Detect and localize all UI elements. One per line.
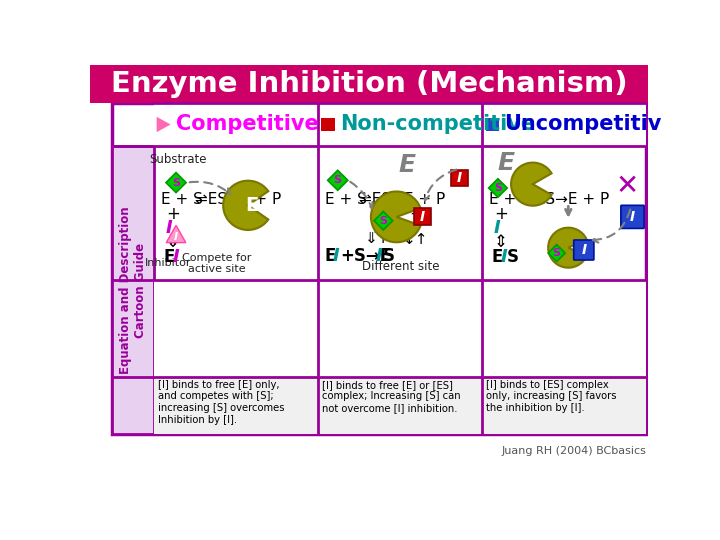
Text: S: S <box>494 183 502 193</box>
Polygon shape <box>157 117 171 132</box>
Text: +: + <box>409 205 423 223</box>
Text: I: I <box>166 219 173 237</box>
Text: I: I <box>172 248 179 266</box>
Text: I: I <box>494 219 501 237</box>
Text: I: I <box>500 248 507 266</box>
Text: E: E <box>246 196 258 215</box>
Wedge shape <box>548 228 587 268</box>
Text: ⇌ES→E + P: ⇌ES→E + P <box>359 192 445 207</box>
FancyBboxPatch shape <box>451 170 468 186</box>
Text: I: I <box>333 247 340 265</box>
Text: Juang RH (2004) BCbasics: Juang RH (2004) BCbasics <box>502 447 647 456</box>
Text: E + S: E + S <box>325 192 366 207</box>
Polygon shape <box>489 179 507 197</box>
Text: [I] binds to [ES] complex
only, increasing [S] favors
the inhibition by [I].: [I] binds to [ES] complex only, increasi… <box>486 380 617 413</box>
Text: Substrate: Substrate <box>149 153 207 166</box>
FancyBboxPatch shape <box>112 103 647 434</box>
FancyBboxPatch shape <box>321 118 335 131</box>
Text: +: + <box>370 205 384 223</box>
FancyBboxPatch shape <box>154 103 647 146</box>
Text: S: S <box>507 248 519 266</box>
Text: Non-competitive: Non-competitive <box>340 114 535 134</box>
Text: E + S: E + S <box>161 192 202 207</box>
Text: ⇓↑: ⇓↑ <box>364 232 390 247</box>
Text: Uncompetitiv: Uncompetitiv <box>504 114 662 134</box>
Text: [I] binds to free [E] only,
and competes with [S];
increasing [S] overcomes
Inhi: [I] binds to free [E] only, and competes… <box>158 380 284 424</box>
Text: E: E <box>325 247 336 265</box>
FancyBboxPatch shape <box>154 280 318 377</box>
Text: [I] binds to free [E] or [ES]
complex; Increasing [S] can
not overcome [I] inhib: [I] binds to free [E] or [ES] complex; I… <box>323 380 461 413</box>
Text: I: I <box>376 247 382 265</box>
FancyBboxPatch shape <box>482 280 647 377</box>
FancyBboxPatch shape <box>413 208 431 225</box>
Text: S: S <box>379 215 387 226</box>
FancyBboxPatch shape <box>318 377 482 434</box>
Text: S: S <box>383 247 395 265</box>
Text: ⇕: ⇕ <box>165 233 179 251</box>
FancyBboxPatch shape <box>154 377 318 434</box>
Text: E: E <box>398 153 415 177</box>
Text: I: I <box>456 171 462 185</box>
Text: +S→E: +S→E <box>340 247 391 265</box>
Text: S: S <box>334 176 342 185</box>
Wedge shape <box>511 163 552 206</box>
Text: ⇌ES→E + P: ⇌ES→E + P <box>523 192 609 207</box>
Text: I: I <box>420 210 425 224</box>
FancyBboxPatch shape <box>574 240 594 260</box>
Text: Different site: Different site <box>361 260 439 273</box>
Text: ✕: ✕ <box>616 172 639 200</box>
Polygon shape <box>374 212 392 230</box>
Text: Competitive: Competitive <box>176 114 319 134</box>
Polygon shape <box>166 173 186 193</box>
Polygon shape <box>166 225 186 242</box>
Text: E: E <box>163 248 175 266</box>
Text: ⇕: ⇕ <box>493 233 507 251</box>
Text: +: + <box>166 205 180 223</box>
Text: Enzyme Inhibition (Mechanism): Enzyme Inhibition (Mechanism) <box>111 70 627 98</box>
Text: I: I <box>630 210 635 224</box>
Text: ↓↑: ↓↑ <box>403 232 428 247</box>
FancyBboxPatch shape <box>90 65 648 103</box>
Text: E + S: E + S <box>489 192 531 207</box>
Wedge shape <box>223 181 269 230</box>
FancyBboxPatch shape <box>482 377 647 434</box>
FancyBboxPatch shape <box>112 146 154 434</box>
Polygon shape <box>548 245 565 261</box>
Text: I: I <box>374 219 380 237</box>
Text: +: + <box>494 205 508 223</box>
Text: S: S <box>553 248 561 258</box>
Text: I: I <box>174 232 178 242</box>
FancyBboxPatch shape <box>318 280 482 377</box>
Text: Compete for
active site: Compete for active site <box>181 253 251 274</box>
Wedge shape <box>371 192 420 242</box>
Text: E: E <box>492 248 503 266</box>
Text: ⇌ES→E + P: ⇌ES→E + P <box>194 192 281 207</box>
Text: Inhibitor: Inhibitor <box>145 259 192 268</box>
Text: Equation and Description
Cartoon Guide: Equation and Description Cartoon Guide <box>119 206 147 374</box>
Polygon shape <box>328 170 348 190</box>
Text: I: I <box>581 243 586 257</box>
Text: I: I <box>413 219 419 237</box>
FancyBboxPatch shape <box>621 205 644 228</box>
Text: E: E <box>497 151 514 174</box>
Text: S: S <box>172 178 180 187</box>
FancyBboxPatch shape <box>485 118 499 131</box>
